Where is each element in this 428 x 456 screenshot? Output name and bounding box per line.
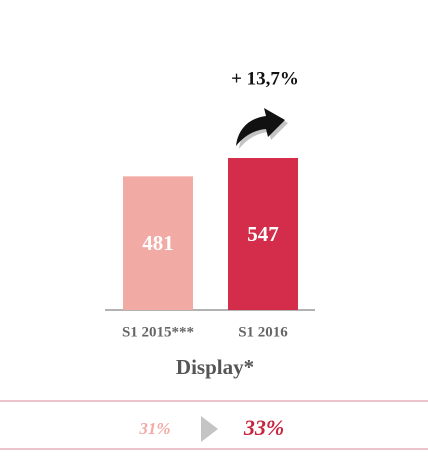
share-label: 33% xyxy=(243,415,284,440)
chart-title: Display* xyxy=(176,355,254,379)
bar-value-label: 547 xyxy=(247,222,279,246)
bar xyxy=(123,176,193,310)
bar xyxy=(228,158,298,310)
x-tick-label: S1 2016 xyxy=(238,324,288,340)
arrow xyxy=(236,108,285,146)
x-tick-label: S1 2015*** xyxy=(122,324,194,340)
growth-arrow xyxy=(236,108,288,149)
growth-annotation: + 13,7% xyxy=(231,68,299,89)
bar-value-label: 481 xyxy=(142,231,174,255)
transition-triangle xyxy=(201,416,218,442)
share-label: 31% xyxy=(138,419,170,438)
